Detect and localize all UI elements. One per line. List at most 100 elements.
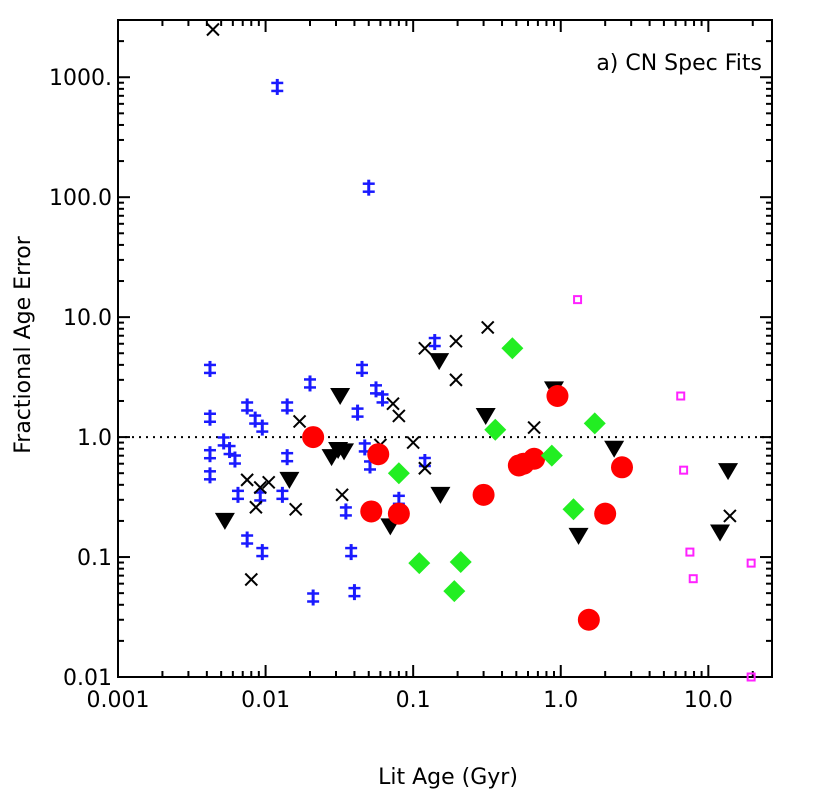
black-cross-point — [406, 435, 420, 450]
blue-asterisk-point — [256, 544, 269, 561]
green-diamond-point — [484, 418, 507, 441]
blue-asterisk-point — [228, 451, 241, 468]
x-axis-title: Lit Age (Gyr) — [378, 765, 518, 790]
black-triangle-point — [279, 471, 300, 489]
red-circle-point — [546, 385, 569, 408]
blue-asterisk-point — [241, 531, 254, 548]
blue-asterisk-point — [203, 409, 216, 426]
black-cross-point — [418, 461, 432, 475]
x-tick-label: 0.001 — [87, 688, 150, 713]
blue-asterisk-point — [231, 486, 244, 503]
blue-asterisk-point — [345, 544, 358, 561]
black-cross-point — [723, 509, 737, 523]
black-cross-point — [244, 572, 258, 587]
black-triangle-point — [330, 388, 351, 406]
axes — [117, 19, 773, 678]
red-circle-point — [367, 443, 390, 466]
plot-frame — [117, 19, 773, 678]
black-cross-point — [253, 480, 267, 495]
black-cross-point — [449, 373, 463, 387]
chart-annotation: a) CN Spec Fits — [596, 51, 762, 76]
blue-asterisk-point — [428, 334, 441, 351]
black-cross-point — [386, 396, 400, 411]
black-cross-point — [262, 475, 276, 489]
data-points — [203, 22, 756, 682]
x-tick-label: 0.1 — [396, 688, 431, 713]
black-cross-point — [249, 500, 263, 514]
black-cross-point — [240, 473, 254, 487]
blue-asterisk-point — [249, 411, 262, 428]
black-cross-point — [418, 341, 432, 355]
blue-asterisk-point — [256, 419, 269, 436]
red-circle-point — [472, 483, 495, 506]
black-cross-point — [481, 320, 495, 335]
blue-asterisk-point — [271, 78, 284, 95]
x-tick-label: 10.0 — [684, 688, 733, 713]
black-triangle-point — [568, 527, 589, 545]
blue-asterisk-point — [276, 486, 289, 503]
magenta-square-point — [573, 295, 583, 305]
black-cross-point — [289, 502, 303, 517]
blue-asterisk-point — [304, 375, 317, 392]
red-circle-point — [610, 456, 633, 479]
red-circle-point — [302, 426, 325, 449]
blue-asterisk-point — [348, 584, 361, 601]
blue-asterisk-point — [203, 467, 216, 484]
black-cross-point — [392, 409, 406, 423]
green-diamond-point — [449, 550, 472, 573]
green-diamond-point — [540, 444, 563, 467]
y-tick-label: 100.0 — [49, 186, 112, 211]
black-cross-point — [335, 488, 349, 502]
blue-asterisk-point — [281, 398, 294, 415]
blue-asterisk-point — [351, 404, 364, 421]
green-diamond-point — [562, 498, 585, 521]
black-cross-point — [206, 22, 220, 37]
red-circle-point — [594, 502, 617, 525]
magenta-square-point — [688, 574, 698, 584]
green-diamond-point — [387, 462, 410, 485]
black-triangle-point — [430, 486, 451, 504]
green-diamond-point — [583, 412, 606, 435]
black-cross-point — [527, 420, 541, 435]
y-tick-label: 1.0 — [77, 426, 112, 451]
black-cross-point — [449, 334, 463, 348]
x-tick-label: 1.0 — [543, 688, 578, 713]
blue-asterisk-point — [203, 446, 216, 463]
magenta-square-point — [676, 391, 686, 401]
green-diamond-point — [501, 337, 524, 360]
magenta-square-point — [746, 672, 756, 682]
black-triangle-point — [710, 524, 731, 542]
red-circle-point — [523, 447, 546, 470]
red-circle-point — [577, 608, 600, 631]
blue-asterisk-point — [241, 398, 254, 415]
magenta-square-point — [746, 558, 756, 568]
blue-asterisk-point — [281, 449, 294, 466]
blue-asterisk-point — [355, 360, 368, 377]
y-tick-label: 10.0 — [63, 306, 112, 331]
blue-asterisk-point — [376, 390, 389, 407]
black-cross-point — [292, 414, 307, 429]
y-tick-label: 0.01 — [63, 666, 112, 691]
black-triangle-point — [214, 512, 235, 530]
blue-asterisk-point — [307, 589, 320, 606]
blue-asterisk-point — [339, 503, 352, 520]
green-diamond-point — [408, 552, 431, 575]
blue-asterisk-point — [362, 179, 375, 196]
black-triangle-point — [475, 407, 496, 425]
black-triangle-point — [334, 443, 355, 461]
black-triangle-point — [718, 463, 739, 481]
green-diamond-point — [443, 580, 466, 603]
blue-asterisk-point — [203, 360, 216, 377]
magenta-square-point — [679, 465, 689, 475]
y-tick-label: 1000. — [49, 66, 112, 91]
red-circle-point — [360, 500, 383, 523]
black-triangle-point — [429, 353, 450, 371]
ticks: 0.001 0.01 0.1 1.0 10.00.010.11.010.0100.010… — [49, 19, 772, 713]
x-tick-label: 0.01 — [241, 688, 290, 713]
black-triangle-point — [604, 440, 625, 458]
magenta-square-point — [685, 547, 695, 557]
y-axis-title: Fractional Age Error — [11, 235, 36, 454]
y-tick-label: 0.1 — [77, 546, 112, 571]
red-circle-point — [387, 502, 410, 525]
